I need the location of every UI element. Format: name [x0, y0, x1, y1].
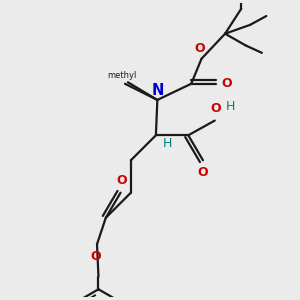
Text: O: O [210, 102, 221, 115]
Text: O: O [221, 77, 232, 90]
Text: methyl: methyl [107, 71, 136, 80]
Text: O: O [198, 166, 208, 178]
Text: O: O [116, 174, 127, 188]
Text: H: H [225, 100, 235, 113]
Text: O: O [195, 42, 206, 55]
Text: N: N [151, 82, 164, 98]
Text: H: H [162, 137, 172, 150]
Text: O: O [90, 250, 101, 263]
